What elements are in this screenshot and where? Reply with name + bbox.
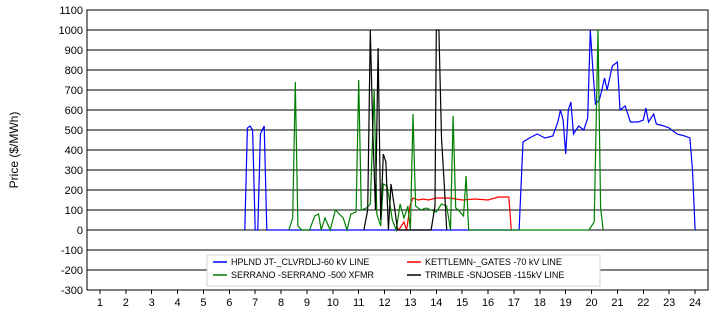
x-tick-label: 12 xyxy=(378,297,390,309)
x-tick-label: 10 xyxy=(327,297,339,309)
legend: HPLND JT-_CLVRDLJ-60 kV LINE KETTLEMN-_GA… xyxy=(206,254,601,287)
y-tick-label: 1000 xyxy=(59,25,83,37)
grid xyxy=(87,9,708,291)
legend-entry-label: SERRANO -SERRANO -500 XFMR xyxy=(231,270,375,280)
axes: -300 -200 -100 0 100 200 300 400 500 600 700 800 900… xyxy=(59,5,709,309)
x-tick-label: 4 xyxy=(175,297,181,309)
x-tick-label: 6 xyxy=(226,297,232,309)
x-tick-label: 5 xyxy=(200,297,206,309)
x-tick-label: 24 xyxy=(689,297,701,309)
y-axis-label: Price ($/MWh) xyxy=(7,112,21,189)
x-tick-label: 21 xyxy=(611,297,623,309)
y-tick-label: -100 xyxy=(61,245,83,257)
legend-box xyxy=(206,254,601,287)
x-tick-label: 3 xyxy=(149,297,155,309)
series-line-2 xyxy=(397,196,512,231)
y-tick-label: 1100 xyxy=(59,5,83,17)
x-tick-label: 20 xyxy=(585,297,597,309)
x-tick-label: 7 xyxy=(252,297,258,309)
y-tick-label: 300 xyxy=(65,165,83,177)
x-tick-label: 1 xyxy=(97,297,103,309)
x-tick-label: 13 xyxy=(404,297,416,309)
x-tick-label: 18 xyxy=(534,297,546,309)
legend-entry-label: TRIMBLE -SNJOSEB -115kV LINE xyxy=(425,270,564,280)
y-tick-label: 700 xyxy=(65,85,83,97)
y-tick-label: 800 xyxy=(65,65,83,77)
x-tick-label: 15 xyxy=(456,297,468,309)
y-tick-label: 100 xyxy=(65,205,83,217)
y-tick-label: 400 xyxy=(65,145,83,157)
x-tick-label: 22 xyxy=(637,297,649,309)
series-line-4 xyxy=(363,29,448,231)
y-tick-label: -200 xyxy=(61,265,83,277)
legend-entry-label: KETTLEMN-_GATES -70 kV LINE xyxy=(425,257,562,267)
x-tick-label: 2 xyxy=(123,297,129,309)
series-group xyxy=(244,29,696,233)
y-tick-label: 900 xyxy=(65,45,83,57)
y-tick-label: 500 xyxy=(65,125,83,137)
x-tick-label: 8 xyxy=(278,297,284,309)
x-tick-label: 11 xyxy=(353,297,364,309)
x-tick-label: 23 xyxy=(663,297,675,309)
x-tick-label: 16 xyxy=(482,297,494,309)
y-tick-label: 600 xyxy=(65,105,83,117)
y-tick-label: -300 xyxy=(61,285,83,297)
plot-frame xyxy=(86,9,709,291)
x-tick-label: 9 xyxy=(304,297,310,309)
x-tick-label: 19 xyxy=(560,297,572,309)
x-tick-label: 17 xyxy=(508,297,520,309)
y-tick-label: 0 xyxy=(77,225,83,237)
y-tick-label: 200 xyxy=(65,185,83,197)
legend-entry-label: HPLND JT-_CLVRDLJ-60 kV LINE xyxy=(231,257,369,267)
x-tick-label: 14 xyxy=(430,297,442,309)
